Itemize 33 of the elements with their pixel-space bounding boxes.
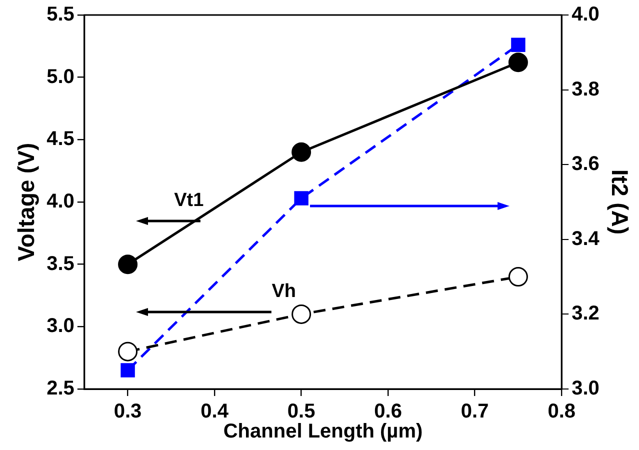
y-tick-label: 2.5: [46, 378, 74, 400]
point: [120, 363, 135, 378]
point: [292, 142, 312, 162]
x-tick-label: 0.5: [287, 400, 316, 423]
y-tick-label: 4.5: [46, 128, 74, 150]
point: [508, 52, 528, 72]
y-tick-label: 5.0: [46, 66, 74, 88]
point: [508, 267, 528, 287]
y2-tick-label: 3.4: [572, 228, 600, 250]
x-tick-label: 0.8: [548, 400, 576, 423]
x-axis-title: Channel Length (µm): [223, 420, 423, 443]
y-tick-label: 5.5: [46, 4, 74, 26]
point: [292, 304, 312, 324]
y2-tick-label: 3.6: [572, 153, 600, 176]
point: [118, 342, 138, 362]
x-tick-label: 0.3: [114, 400, 142, 423]
x-tick-label: 0.7: [460, 400, 489, 423]
y2-axis-title: It2 (A): [606, 169, 633, 235]
point: [511, 38, 526, 52]
y2-tick-label: 4.0: [572, 4, 600, 26]
annotation: Vt1: [174, 190, 204, 212]
y2-tick-label: 3.2: [572, 302, 600, 325]
y2-tick-label: 3.0: [572, 378, 600, 400]
y-axis-title: Voltage (V): [13, 142, 40, 262]
y-tick-label: 3.5: [46, 252, 74, 275]
point: [118, 254, 138, 274]
y-tick-label: 4.0: [46, 190, 74, 213]
x-tick-label: 0.6: [374, 400, 402, 423]
point: [294, 191, 308, 206]
annotation: Vh: [272, 280, 296, 302]
y2-tick-label: 3.8: [572, 78, 600, 100]
y-tick-label: 3.0: [46, 315, 74, 338]
x-tick-label: 0.4: [200, 400, 230, 423]
